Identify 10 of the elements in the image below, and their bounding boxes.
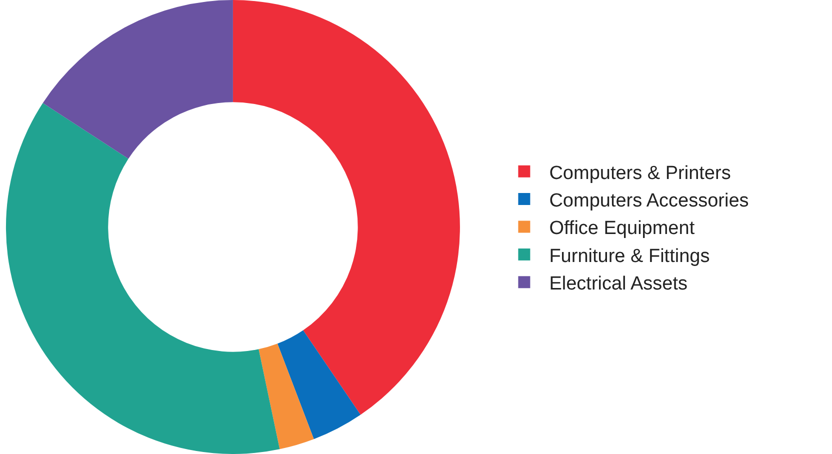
legend-label: Computers & Printers [549,162,731,184]
donut-slice [258,344,314,450]
legend-label: Computers Accessories [549,190,749,212]
legend-label: Electrical Assets [549,274,688,295]
donut-slice [232,0,460,415]
donut-slice [42,0,233,159]
donut-slice [6,102,280,454]
legend-label: Furniture & Fittings [549,246,710,267]
donut-slice [277,330,361,440]
legend-label: Office Equipment [549,218,696,240]
